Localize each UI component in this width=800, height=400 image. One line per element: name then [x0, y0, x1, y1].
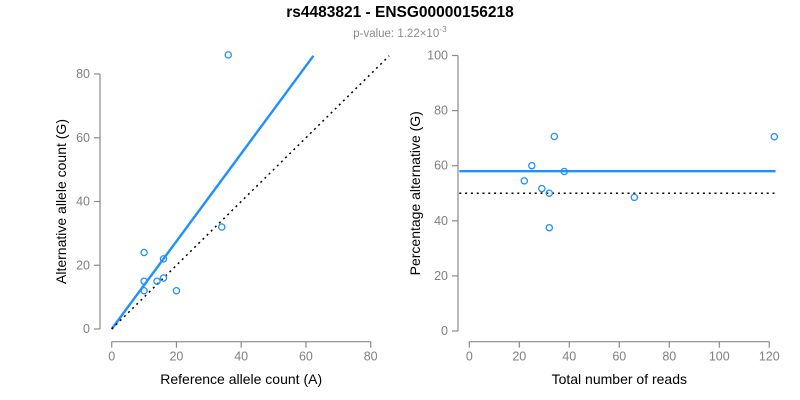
x-tick-label: 80: [364, 350, 378, 364]
y-tick-label: 20: [76, 258, 90, 272]
x-tick-label: 100: [709, 350, 730, 364]
x-tick-label: 0: [108, 350, 115, 364]
data-point: [218, 223, 226, 231]
data-point: [630, 193, 639, 202]
y-tick-label: 80: [76, 67, 90, 81]
x-tick-label: 40: [562, 350, 576, 364]
data-point: [520, 177, 529, 185]
data-point: [528, 161, 536, 170]
data-point: [538, 184, 546, 193]
data-point: [153, 277, 161, 285]
data-point: [224, 51, 232, 59]
x-tick-label: 0: [466, 350, 473, 364]
y-tick-label: 80: [434, 104, 448, 118]
y-tick-label: 100: [427, 49, 448, 63]
data-point: [560, 167, 569, 176]
data-point: [140, 277, 148, 285]
data-point: [770, 133, 779, 141]
x-tick-label: 20: [512, 350, 526, 364]
data-point: [545, 189, 554, 197]
identity-line: [111, 55, 390, 330]
y-axis-title: Percentage alternative (G): [407, 111, 423, 275]
x-tick-label: 80: [662, 350, 676, 364]
x-tick-label: 60: [299, 350, 313, 364]
y-tick-label: 0: [83, 322, 90, 336]
y-tick-label: 40: [434, 214, 448, 228]
data-point: [172, 286, 181, 295]
x-axis-title: Reference allele count (A): [160, 371, 322, 387]
x-tick-label: 60: [612, 350, 626, 364]
pvalue-text: p-value: 1.22×10: [353, 27, 440, 40]
x-tick-label: 20: [169, 350, 183, 364]
x-axis-title: Total number of reads: [552, 371, 687, 387]
percentage-alternative-plot: 0 20 40 60 80 100 0 20 40 60 80 100 120 Total number …: [407, 49, 780, 388]
data-point: [140, 286, 148, 295]
figure-title: rs4483821 - ENSG00000156218: [286, 4, 514, 21]
allele-counts-plot: 0 20 40 60 80 0 20 40 60 80 Reference allele count…: [53, 51, 390, 387]
y-tick-label: 20: [434, 269, 448, 283]
data-point: [545, 223, 554, 232]
x-tick-label: 40: [234, 350, 248, 364]
data-point: [550, 132, 559, 141]
x-tick-label: 120: [759, 350, 780, 364]
pvalue-exponent: -3: [439, 24, 447, 34]
y-tick-label: 60: [76, 131, 90, 145]
y-tick-label: 0: [441, 324, 448, 338]
y-axis-title: Alternative allele count (G): [53, 119, 69, 284]
data-point: [159, 255, 168, 263]
data-point: [140, 248, 148, 257]
y-tick-label: 40: [76, 195, 90, 209]
data-point: [159, 274, 168, 282]
y-tick-label: 60: [434, 159, 448, 173]
figure-subtitle: p-value: 1.22×10-3: [0, 24, 800, 40]
